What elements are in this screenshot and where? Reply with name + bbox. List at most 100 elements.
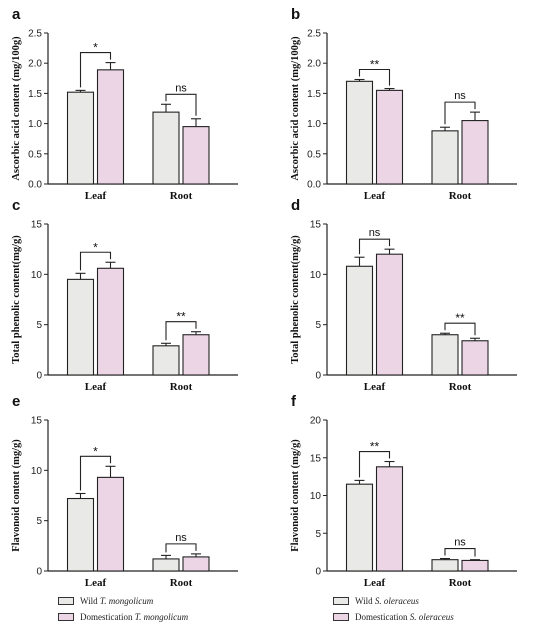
bar (66, 497, 95, 572)
legend-swatch (58, 613, 74, 621)
y-axis-label: Ascorbic acid content (mg/100g) (290, 36, 301, 181)
y-tick-label: 5 (36, 320, 42, 331)
bar (431, 334, 459, 376)
legend-species: T. mongolicum (99, 596, 154, 606)
bar (345, 80, 374, 185)
y-tick-label: 1.0 (307, 119, 321, 130)
bar (345, 483, 374, 572)
legend-item-wild: Wild T. mongolicum (58, 596, 188, 606)
panel-label: e (12, 393, 20, 410)
bar (152, 345, 180, 376)
y-tick-label: 2.0 (307, 59, 321, 70)
y-tick-label: 10 (31, 270, 43, 281)
legend-swatch (333, 613, 349, 621)
legend-label: Domestication (80, 612, 133, 622)
significance-bracket (79, 52, 112, 88)
y-tick-label: 2.5 (28, 29, 42, 40)
y-tick-label: 5 (315, 320, 321, 331)
significance-label: ns (454, 90, 466, 102)
bar (96, 476, 125, 572)
x-tick-label: Root (449, 190, 472, 202)
legend-swatch (333, 597, 349, 605)
x-tick-label: Root (449, 381, 472, 393)
y-tick-label: 20 (310, 416, 322, 427)
y-tick-label: 1.5 (28, 89, 42, 100)
x-tick-label: Leaf (85, 190, 107, 202)
panel-label: b (291, 6, 300, 23)
y-tick-label: 10 (310, 491, 322, 502)
significance-label: ** (176, 310, 186, 324)
bar (182, 126, 210, 185)
bar (66, 278, 95, 376)
legend-item-domestication: Domestication T. mongolicum (58, 612, 188, 622)
bar (375, 466, 404, 572)
y-tick-label: 15 (31, 220, 43, 231)
bar (96, 69, 125, 185)
significance-label: ns (175, 82, 187, 94)
x-tick-label: Root (170, 577, 193, 589)
y-tick-label: 15 (31, 416, 43, 427)
bar (461, 340, 489, 376)
significance-label: ns (454, 537, 466, 549)
y-tick-label: 1.5 (307, 89, 321, 100)
significance-bracket (358, 450, 391, 478)
significance-bracket (79, 251, 112, 271)
y-tick-label: 1.0 (28, 119, 42, 130)
significance-bracket (358, 238, 391, 255)
significance-label: ns (369, 227, 381, 239)
y-axis-label: Ascorbic acid content (mg/100g) (11, 36, 22, 181)
panel-label: c (12, 197, 20, 214)
significance-label: ** (370, 440, 380, 454)
x-tick-label: Leaf (85, 577, 107, 589)
y-axis-label: Total phenolic content(mg/g) (11, 235, 22, 364)
legend-left: Wild T. mongolicum Domestication T. mong… (58, 596, 188, 622)
y-tick-label: 10 (310, 270, 322, 281)
x-tick-label: Leaf (364, 381, 386, 393)
x-tick-label: Root (170, 381, 193, 393)
significance-bracket (444, 322, 476, 336)
panel-label: f (291, 393, 297, 410)
y-tick-label: 0.0 (28, 180, 42, 191)
y-tick-label: 2.0 (28, 59, 42, 70)
panel-label: d (291, 197, 300, 214)
y-tick-label: 0.0 (307, 180, 321, 191)
legend-species: T. mongolicum (134, 612, 189, 622)
significance-label: ** (370, 58, 380, 72)
x-tick-label: Root (449, 577, 472, 589)
y-tick-label: 0 (315, 567, 321, 578)
bar (66, 91, 95, 185)
bar (152, 558, 180, 572)
bar (431, 130, 459, 185)
y-axis-label: Flavonoid content (mg/g) (290, 439, 301, 552)
significance-bracket (358, 68, 391, 86)
significance-label: ** (455, 311, 465, 325)
significance-bracket (79, 455, 112, 491)
bar (152, 111, 180, 185)
significance-label: * (93, 444, 98, 458)
significance-bracket (444, 547, 476, 557)
legend-species: S. oleraceus (409, 612, 454, 622)
x-tick-label: Leaf (85, 381, 107, 393)
significance-bracket (165, 93, 197, 116)
x-tick-label: Root (170, 190, 193, 202)
significance-bracket (165, 321, 197, 341)
legend-item-domestication: Domestication S. oleraceus (333, 612, 454, 622)
legend-item-wild: Wild S. oleraceus (333, 596, 454, 606)
legend-right: Wild S. oleraceus Domestication S. olera… (333, 596, 454, 622)
bar (431, 559, 459, 572)
legend-swatch (58, 597, 74, 605)
y-tick-label: 0.5 (307, 149, 321, 160)
significance-label: * (93, 41, 98, 55)
significance-bracket (165, 543, 197, 553)
y-tick-label: 10 (31, 466, 43, 477)
y-axis-label: Total phenolic content(mg/g) (290, 235, 301, 364)
y-tick-label: 0 (36, 567, 42, 578)
bar (461, 559, 489, 572)
bar (461, 120, 489, 185)
y-tick-label: 0 (315, 371, 321, 382)
legend-species: S. oleraceus (374, 596, 419, 606)
legend-label: Domestication (355, 612, 408, 622)
bar (182, 334, 210, 376)
significance-bracket (444, 101, 476, 125)
